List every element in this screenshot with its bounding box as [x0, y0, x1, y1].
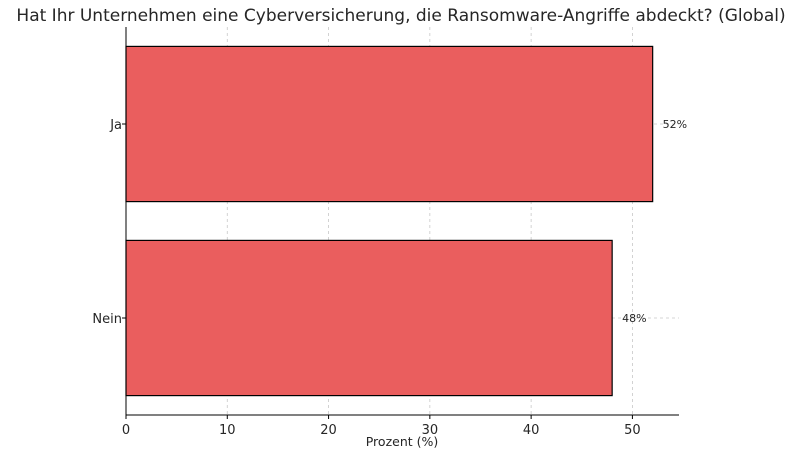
- chart-title: Hat Ihr Unternehmen eine Cyberversicheru…: [16, 6, 785, 26]
- x-tick-label: 0: [122, 423, 130, 438]
- x-tick-label: 50: [624, 423, 641, 438]
- bar-ja: [125, 45, 654, 203]
- x-tick-label: 10: [219, 423, 236, 438]
- x-tick-label: 20: [320, 423, 337, 438]
- category-label-nein: Nein: [92, 312, 122, 327]
- axes: 0 10 20 30 40 50 Ja Nein: [92, 27, 679, 438]
- data-labels: 52% 48%: [622, 118, 687, 325]
- category-label-ja: Ja: [109, 118, 122, 133]
- bar-nein: [125, 239, 613, 397]
- x-tick-label: 30: [422, 423, 439, 438]
- data-label-ja: 52%: [663, 118, 687, 131]
- x-axis-label: Prozent (%): [366, 434, 439, 449]
- bars: [125, 45, 654, 397]
- data-label-nein: 48%: [622, 312, 646, 325]
- x-tick-label: 40: [523, 423, 540, 438]
